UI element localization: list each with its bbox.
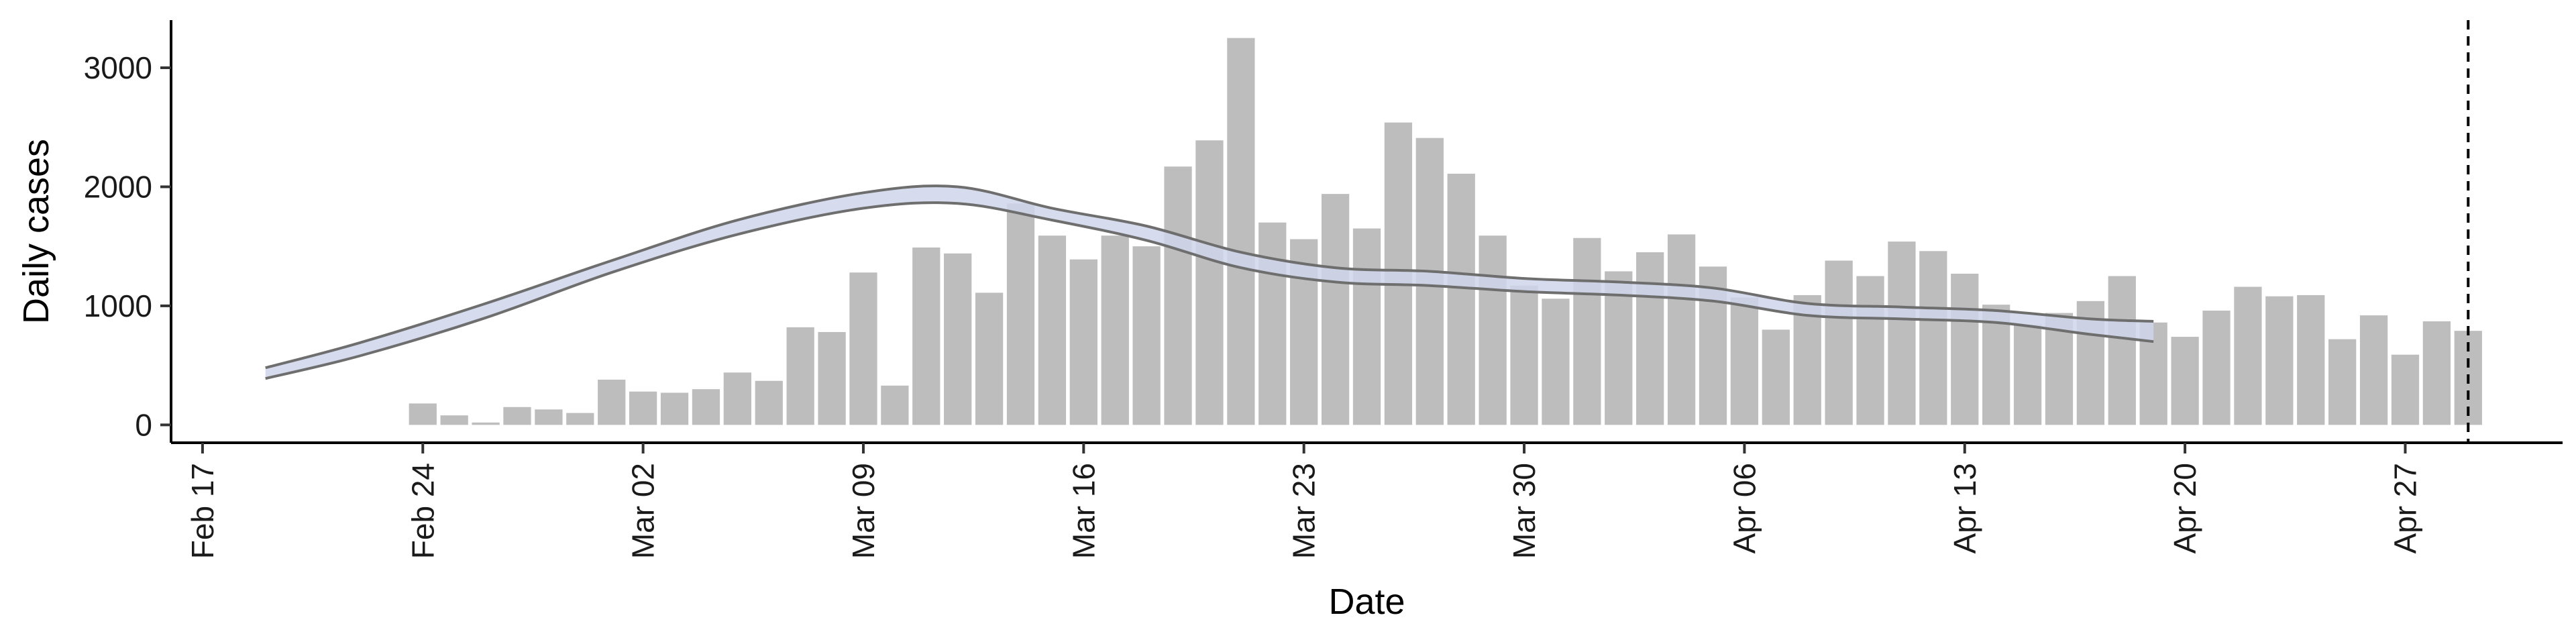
bar <box>786 327 814 425</box>
bar <box>1510 285 1538 425</box>
bar <box>1888 241 1916 425</box>
bar <box>1069 259 1097 425</box>
bar <box>1447 173 1475 425</box>
y-tick-label: 0 <box>135 407 152 442</box>
x-axis-title: Date <box>1328 582 1405 622</box>
x-tick-label: Apr 27 <box>2387 463 2422 554</box>
bar <box>566 413 594 425</box>
bar <box>1038 235 1067 425</box>
y-tick-label: 2000 <box>84 169 152 204</box>
bar <box>1605 271 1633 425</box>
x-tick-label: Mar 09 <box>846 463 881 559</box>
y-axis-title: Daily cases <box>16 139 56 324</box>
bar <box>1101 235 1129 425</box>
trend-upper-line <box>265 184 2154 370</box>
bar <box>1573 237 1601 425</box>
bar <box>472 422 500 425</box>
bar <box>2328 339 2357 425</box>
bar <box>503 407 531 425</box>
bar <box>818 331 846 425</box>
bar <box>1321 194 1350 425</box>
bar <box>1352 228 1381 425</box>
x-tick-label: Mar 16 <box>1066 463 1101 559</box>
bar <box>881 385 909 425</box>
x-tick-label: Mar 23 <box>1287 463 1322 559</box>
bar <box>944 253 972 425</box>
x-tick-label: Feb 24 <box>405 463 440 559</box>
trend-series <box>265 184 2154 380</box>
bar <box>2202 311 2231 425</box>
x-tick-label: Feb 17 <box>185 463 220 559</box>
bar <box>1258 222 1287 425</box>
x-tick-label: Apr 13 <box>1947 463 1982 554</box>
bar <box>598 379 626 425</box>
bar <box>660 392 689 425</box>
bar <box>692 389 720 425</box>
y-tick-label: 1000 <box>84 288 152 323</box>
bar <box>409 403 437 425</box>
x-tick-label: Apr 20 <box>2167 463 2202 554</box>
bar <box>629 391 657 425</box>
x-axis-ticks: Feb 17 Feb 24 Mar 02 Mar 09 Mar 16 Mar 23 Mar … <box>185 443 2422 559</box>
bar <box>2108 276 2136 425</box>
bar <box>1006 203 1035 425</box>
y-axis-ticks: 0 1000 2000 3000 <box>84 50 171 442</box>
bar <box>2391 354 2420 425</box>
bar <box>1856 276 1884 425</box>
bar <box>1951 274 1979 425</box>
bar <box>1825 260 1853 425</box>
x-tick-label: Mar 02 <box>626 463 661 559</box>
x-tick-label: Mar 30 <box>1507 463 1542 559</box>
bar <box>1762 329 1790 425</box>
bar <box>1730 297 1759 425</box>
bar <box>2297 294 2325 425</box>
bar <box>2013 325 2042 425</box>
bar <box>1667 234 1696 425</box>
bar <box>440 415 468 425</box>
bar <box>975 292 1004 425</box>
y-tick-label: 3000 <box>84 50 152 85</box>
bar <box>2265 296 2294 425</box>
bar <box>2422 321 2451 425</box>
bar <box>2234 286 2262 425</box>
bar <box>912 247 941 425</box>
bar <box>849 272 877 425</box>
bar <box>535 409 563 425</box>
bar <box>755 380 783 425</box>
bar <box>1164 166 1192 425</box>
bar <box>1479 235 1507 425</box>
x-tick-label: Apr 06 <box>1727 463 1762 554</box>
trend-lower-line <box>265 201 2154 380</box>
bar <box>1919 251 1947 425</box>
bar <box>1542 299 1570 425</box>
bar <box>1195 140 1224 425</box>
bar <box>1227 38 1255 425</box>
bar <box>1636 252 1664 425</box>
bar <box>2171 337 2199 425</box>
bar <box>723 372 751 425</box>
bar <box>1132 246 1161 425</box>
bar <box>2359 315 2388 425</box>
